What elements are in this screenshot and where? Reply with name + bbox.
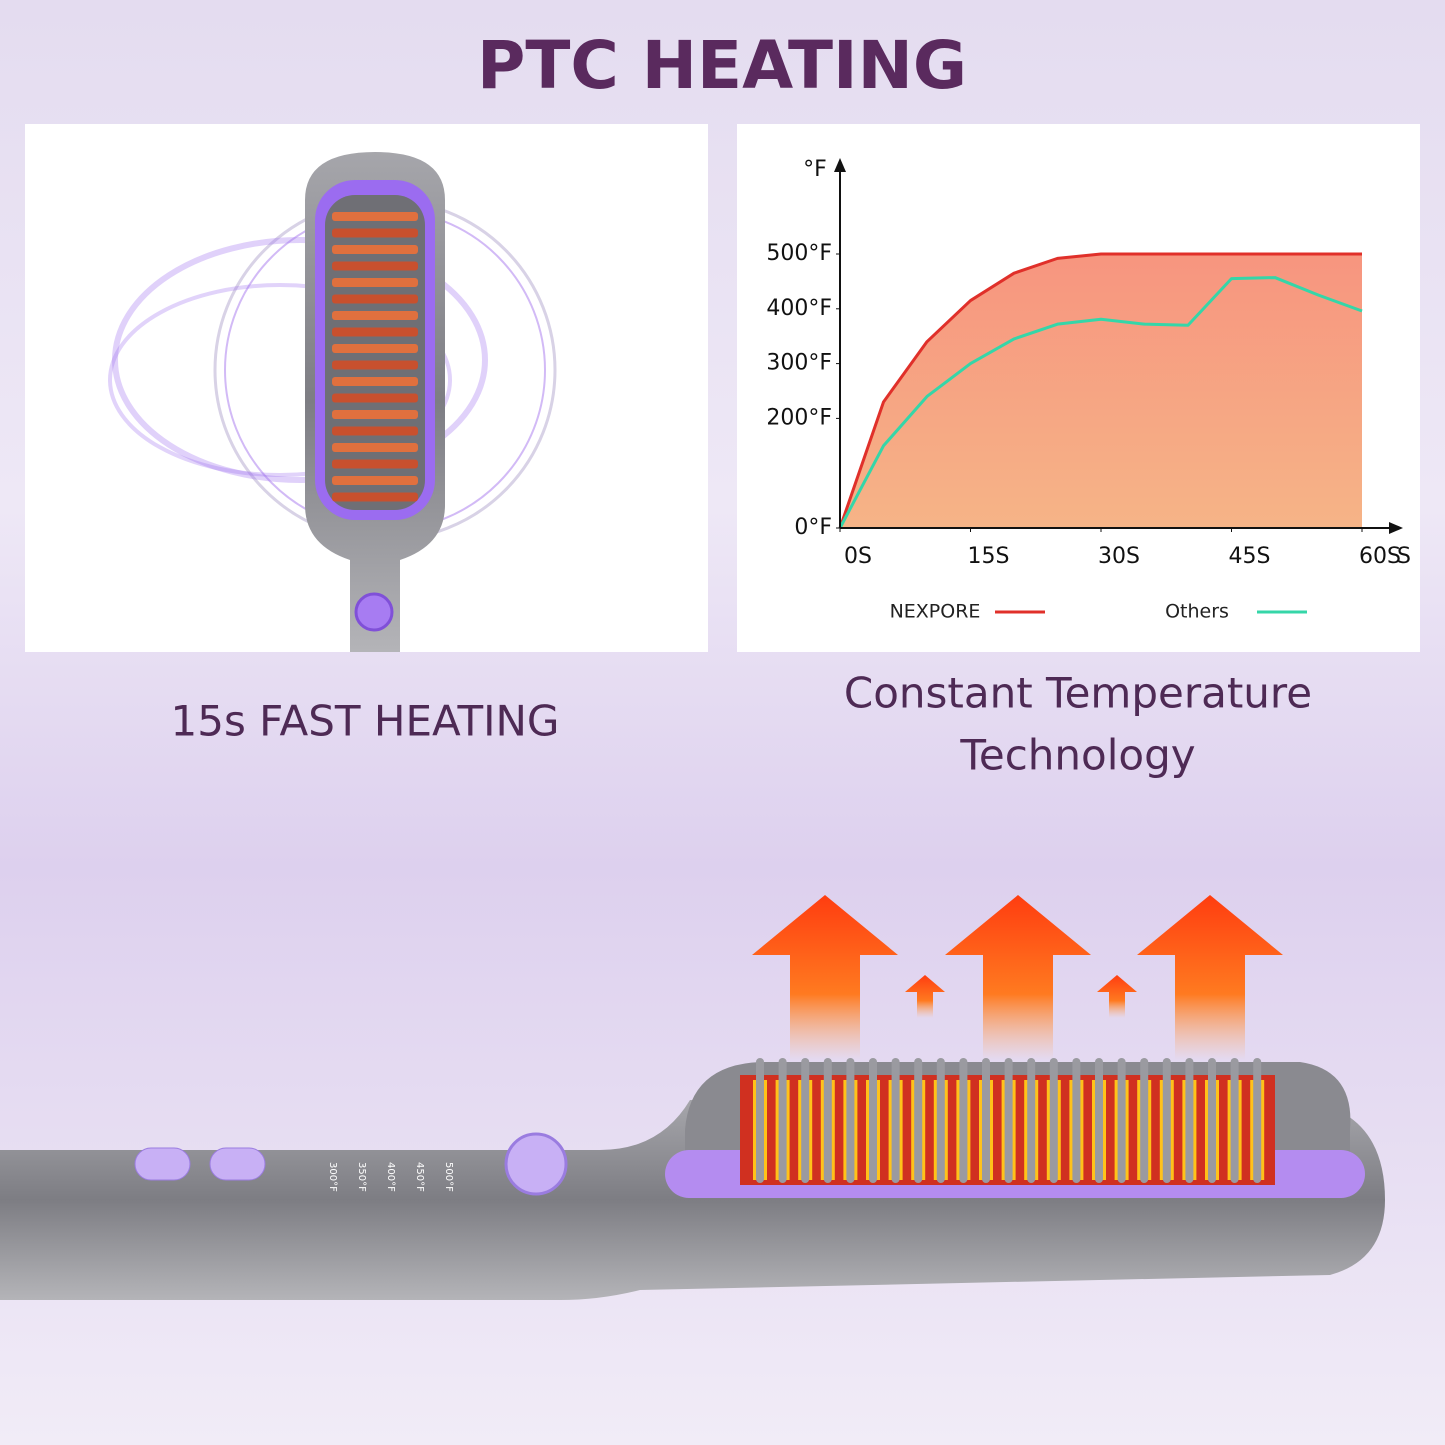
x-axis-arrow: [1389, 522, 1403, 534]
bristle: [1162, 1058, 1171, 1183]
y-axis-arrow: [834, 158, 846, 172]
comb-row: [332, 459, 418, 469]
page-title: PTC HEATING: [477, 27, 967, 104]
bristle: [982, 1058, 990, 1183]
bristle: [1185, 1058, 1194, 1183]
comb-row: [332, 476, 418, 485]
comb-row: [332, 228, 418, 238]
bristle: [823, 1058, 832, 1183]
comb-row: [332, 443, 418, 452]
y-axis-label: °F: [803, 157, 827, 182]
temperature-label: 450°F: [414, 1162, 425, 1192]
bristle: [1072, 1058, 1081, 1183]
comb-row: [332, 426, 418, 436]
area-fill: [840, 254, 1362, 528]
bristle: [1253, 1058, 1262, 1183]
x-tick-label: 60S: [1359, 544, 1401, 569]
comb-row: [332, 327, 418, 337]
comb-row: [332, 360, 418, 370]
comb-row: [332, 344, 418, 353]
comb-row: [332, 212, 418, 221]
y-tick-label: 400°F: [766, 296, 832, 321]
x-tick-label: 15S: [968, 544, 1010, 569]
x-tick-label: 30S: [1098, 544, 1140, 569]
comb-row: [332, 393, 418, 403]
bristle: [914, 1058, 923, 1183]
bristle: [1208, 1058, 1216, 1183]
comb-row: [332, 311, 418, 320]
x-axis-label: S: [1397, 544, 1411, 569]
comb-row: [332, 261, 418, 271]
bristle: [936, 1058, 945, 1183]
left-caption: 15s FAST HEATING: [171, 697, 560, 746]
bristle: [756, 1058, 764, 1183]
bristle: [778, 1058, 787, 1183]
series-line: [838, 252, 1362, 529]
comb-row: [332, 410, 418, 419]
bristle: [1004, 1058, 1013, 1183]
heat-arrows: [752, 895, 1283, 1060]
bristle: [1117, 1058, 1126, 1183]
bristle: [1230, 1058, 1239, 1183]
brush-illustration: [108, 152, 557, 652]
bristle: [846, 1058, 855, 1183]
brush-photo: 300°F 350°F 400°F 450°F 500°F: [0, 1058, 1385, 1300]
bristle: [869, 1058, 877, 1183]
y-tick-label: 500°F: [766, 241, 832, 266]
chart: °F S 0°F 200°F 300°F 400°F 500°F 0S 15S 30S 45S 60S…: [766, 157, 1411, 623]
comb-row: [332, 278, 418, 287]
right-caption-line: Constant Temperature: [844, 669, 1312, 718]
comb-row: [332, 377, 418, 386]
series-line: [838, 276, 1363, 529]
right-caption-line: Technology: [959, 731, 1195, 780]
bristle: [891, 1058, 900, 1183]
temperature-label: 500°F: [443, 1162, 454, 1192]
y-tick-label: 300°F: [766, 351, 832, 376]
legend-label: Others: [1165, 601, 1229, 623]
bristle: [801, 1058, 810, 1183]
bristle: [1027, 1058, 1036, 1183]
x-tick-label: 0S: [844, 544, 872, 569]
temperature-label: 300°F: [327, 1162, 338, 1192]
comb-row: [332, 245, 418, 254]
y-tick-label: 0°F: [794, 515, 832, 540]
temperature-label: 400°F: [385, 1162, 396, 1192]
bristle: [1140, 1058, 1149, 1183]
comb-row: [332, 492, 418, 502]
x-tick-label: 45S: [1229, 544, 1271, 569]
temperature-label: 350°F: [356, 1162, 367, 1192]
bristle: [1095, 1058, 1103, 1183]
bristle: [1049, 1058, 1058, 1183]
comb-row: [332, 294, 418, 304]
bristle: [959, 1058, 968, 1183]
y-tick-label: 200°F: [766, 405, 832, 430]
legend-label: NEXPORE: [890, 601, 981, 623]
